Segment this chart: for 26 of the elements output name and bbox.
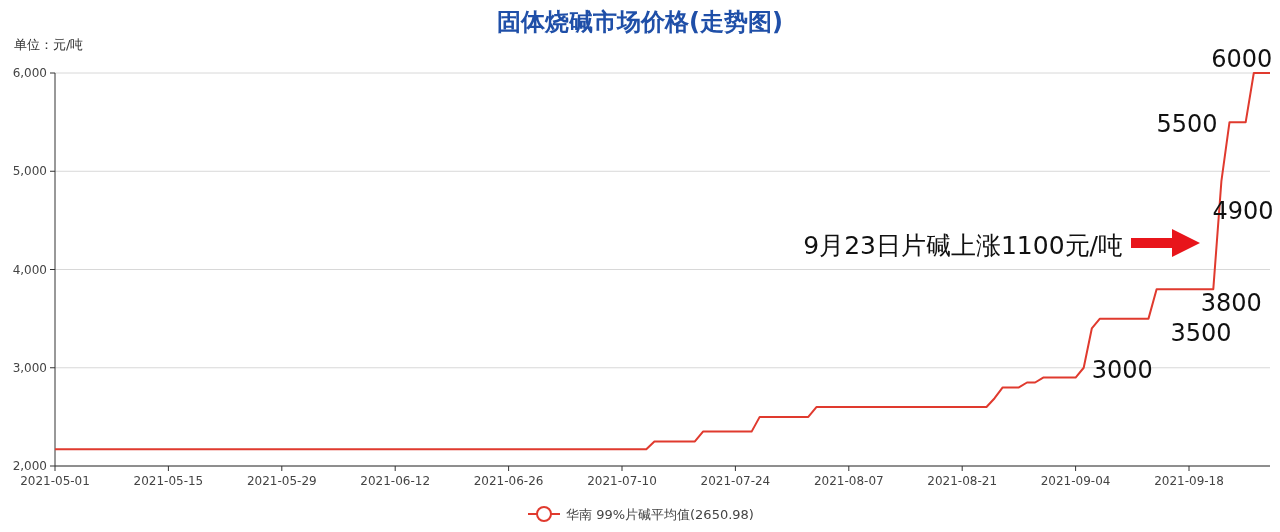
x-tick-label: 2021-07-10 (587, 474, 657, 488)
x-tick-label: 2021-09-18 (1154, 474, 1224, 488)
x-tick-label: 2021-07-24 (700, 474, 771, 488)
annotation: 3800 (1200, 289, 1262, 318)
x-tick-label: 2021-06-26 (473, 474, 544, 488)
y-tick-label: 3,000 (12, 360, 47, 375)
y-axis-title: 单位：元/吨 (14, 37, 84, 52)
annotation: 9月23日片碱上涨1100元/吨 (803, 231, 1123, 260)
x-tick-label: 2021-09-04 (1040, 474, 1111, 488)
x-tick-label: 2021-08-21 (927, 474, 998, 488)
annotation: 5500 (1156, 110, 1218, 139)
x-tick-label: 2021-05-29 (246, 474, 317, 488)
y-tick-label: 5,000 (12, 164, 47, 179)
legend-label: 华南 99%片碱平均值(2650.98) (566, 507, 754, 522)
x-tick-label: 2021-08-07 (813, 474, 884, 488)
chart-title: 固体烧碱市场价格(走势图) (497, 8, 783, 36)
annotation: 6000 (1211, 45, 1273, 73)
y-tick-label: 2,000 (12, 459, 47, 473)
y-tick-label: 6,000 (12, 66, 47, 80)
x-tick-label: 2021-05-01 (20, 474, 90, 488)
annotation: 3000 (1091, 355, 1153, 384)
x-tick-label: 2021-06-12 (360, 474, 431, 488)
line-series (54, 72, 1271, 451)
annotation: 3500 (1170, 318, 1232, 347)
y-tick-label: 4,000 (12, 262, 47, 277)
x-tick-label: 2021-05-15 (133, 474, 204, 488)
